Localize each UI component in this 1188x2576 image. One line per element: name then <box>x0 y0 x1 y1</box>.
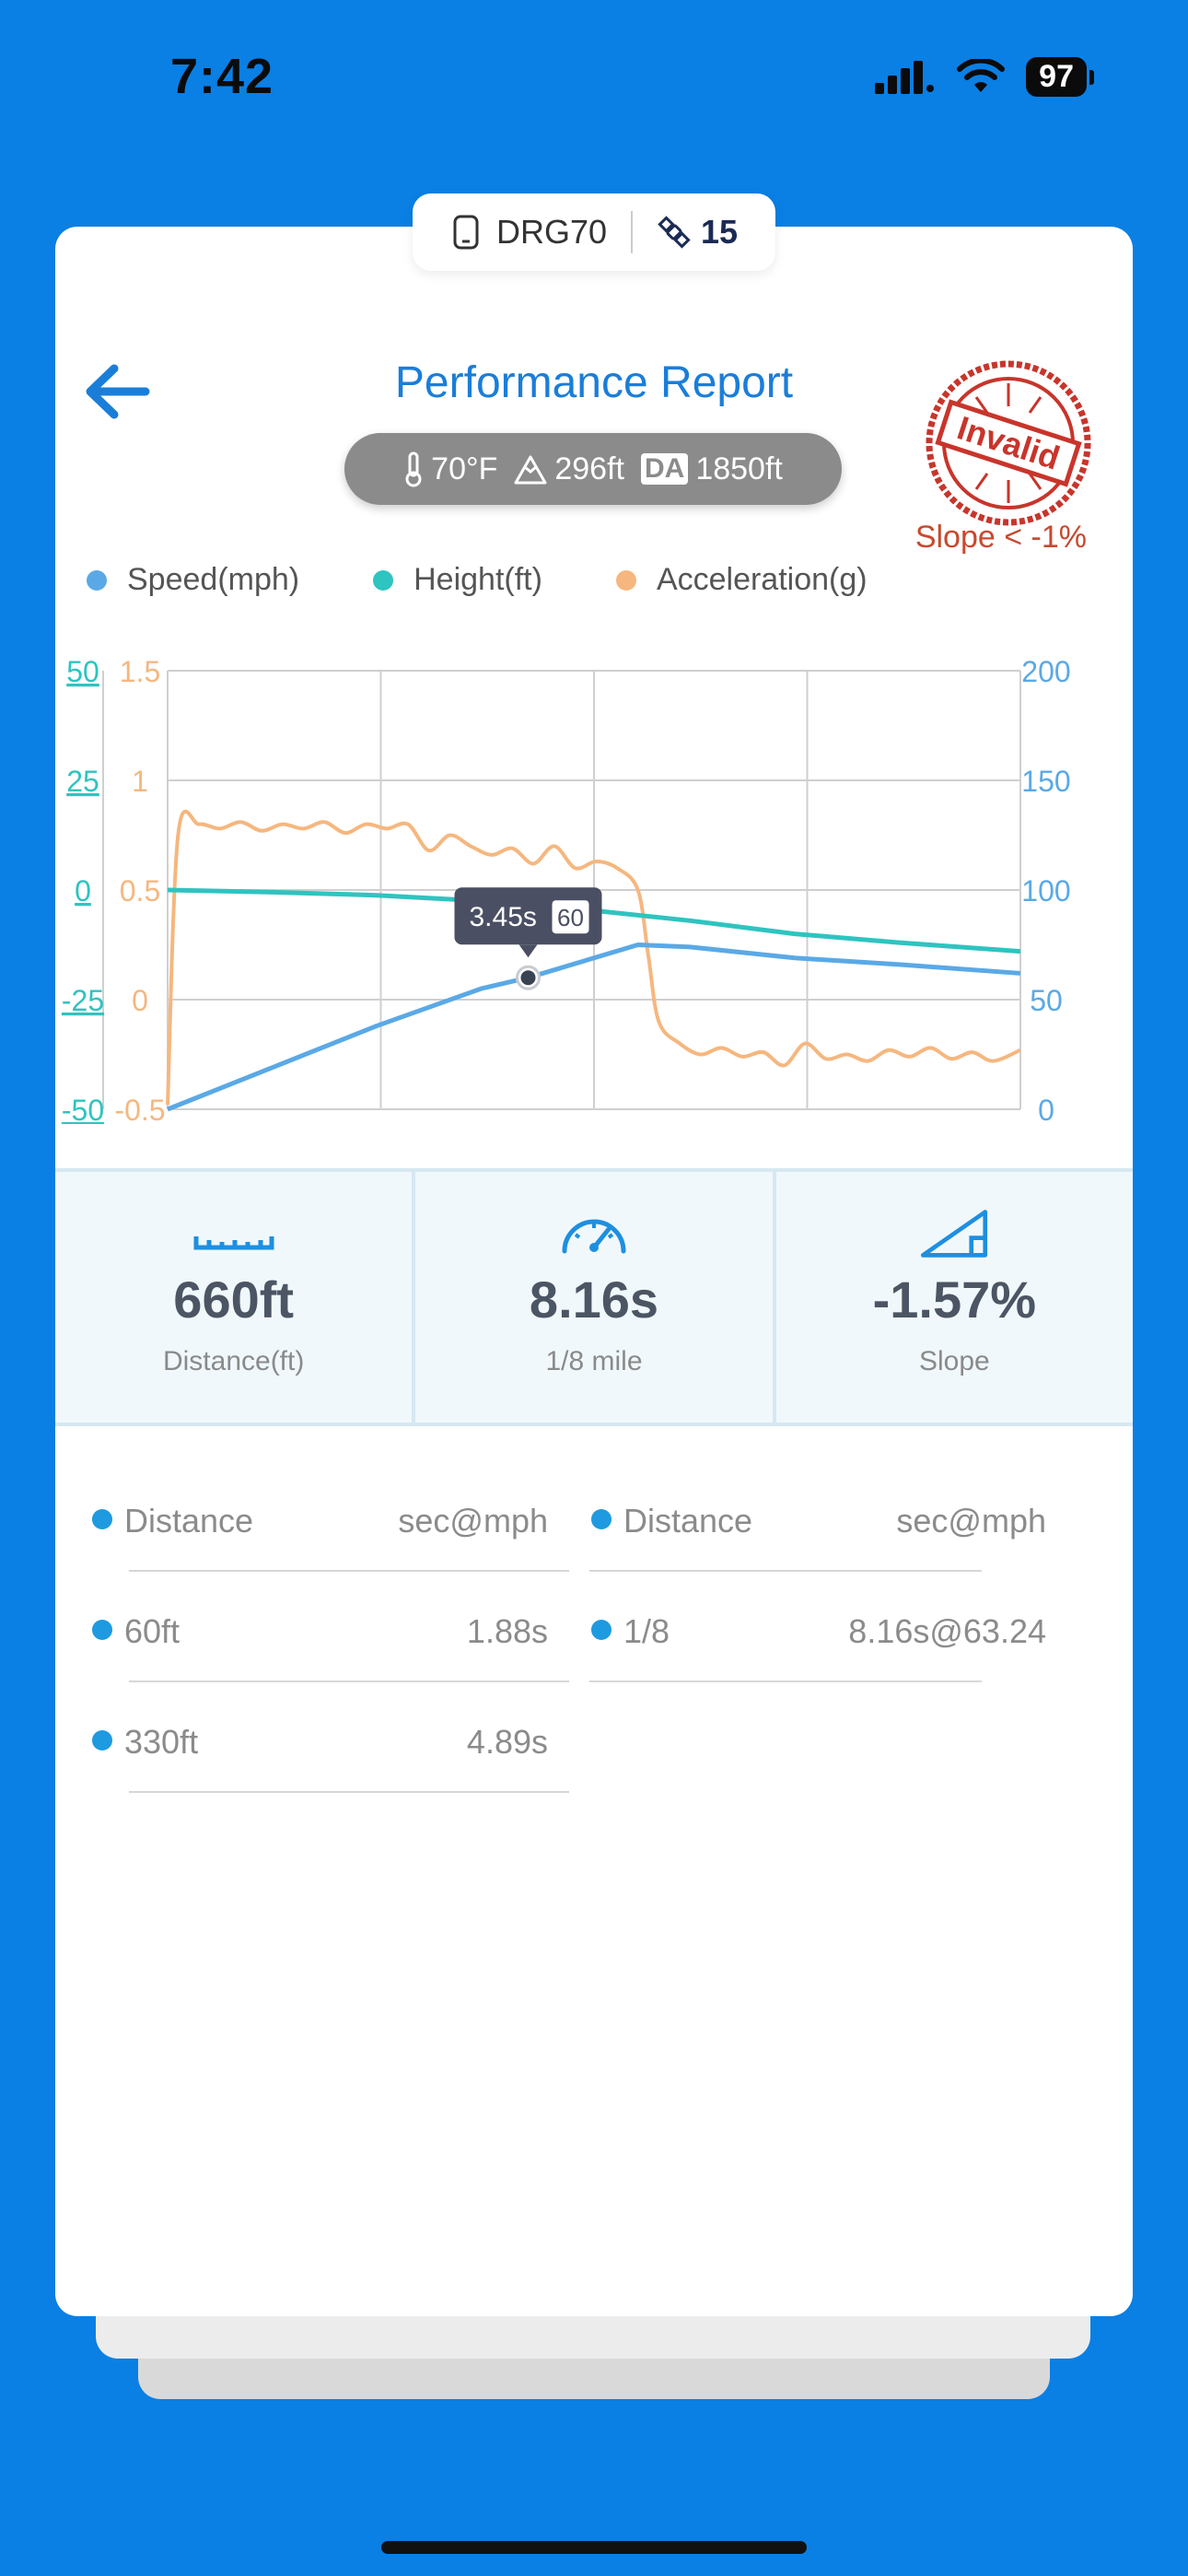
tooltip-speed-badge <box>552 900 589 934</box>
split-time: 8.16s@63.24 <box>848 1612 1046 1650</box>
split-distance: 60ft <box>124 1612 181 1650</box>
conditions-pill: 70°F 296ft DA 1850ft <box>344 433 842 505</box>
density-altitude-item: DA 1850ft <box>640 451 783 487</box>
stat-label: 1/8 mile <box>545 1346 643 1376</box>
stat-value: -1.57% <box>872 1270 1037 1329</box>
stat-time: 8.16s 1/8 mile <box>415 1172 776 1423</box>
stat-value: 8.16s <box>529 1270 659 1329</box>
speed-series-line <box>167 943 1021 1112</box>
temperature-item: 70°F <box>403 451 497 487</box>
speedometer-icon <box>562 1219 626 1254</box>
header-distance: Distance <box>623 1502 753 1540</box>
stat-slope: -1.57% Slope <box>776 1172 1133 1423</box>
chart-legend: Speed(mph) Height(ft) Acceleration(g) <box>87 562 868 598</box>
altitude-item: 296ft <box>514 451 624 487</box>
legend-label: Acceleration(g) <box>656 562 868 597</box>
header-distance: Distance <box>124 1502 254 1540</box>
acceleration-series-line <box>166 809 1021 1106</box>
density-altitude-value: 1850ft <box>695 451 783 486</box>
legend-dot <box>615 569 636 591</box>
legend-label: Height(ft) <box>413 562 542 597</box>
y-tick-speed: 100 <box>1021 874 1070 907</box>
stat-label: Slope <box>918 1346 990 1376</box>
divider <box>589 1570 982 1572</box>
legend-height[interactable]: Height(ft) <box>373 562 542 598</box>
invalid-stamp: Invalid <box>926 360 1091 526</box>
divider <box>631 211 633 253</box>
split-distance: 330ft <box>124 1723 199 1761</box>
slope-icon <box>921 1210 988 1258</box>
stat-distance: 660ft Distance(ft) <box>55 1172 416 1423</box>
tooltip-time: 3.45s <box>470 902 537 932</box>
y-tick-speed: 150 <box>1021 765 1070 798</box>
performance-chart[interactable]: 50 25 0 -25 -50 1.5 1 0.5 0 -0.5 200 150 100 50 0 3.45s… <box>55 626 1133 1124</box>
tooltip-pointer <box>518 944 538 958</box>
legend-dot <box>373 569 394 591</box>
legend-acceleration[interactable]: Acceleration(g) <box>615 562 868 598</box>
header-time: sec@mph <box>398 1502 548 1540</box>
y-tick-height: 50 <box>66 655 99 688</box>
y-tick-acceleration: 0 <box>132 984 148 1017</box>
device-name: DRG70 <box>495 213 607 251</box>
divider <box>589 1680 982 1682</box>
stat-label: Distance(ft) <box>162 1346 305 1376</box>
satellite-count: 15 <box>701 213 739 251</box>
bullet <box>92 1620 112 1640</box>
ruler-icon <box>193 1236 274 1250</box>
signal-icon <box>875 60 935 94</box>
y-tick-speed: 0 <box>1038 1094 1054 1124</box>
mountain-icon <box>514 455 547 485</box>
y-tick-speed: 200 <box>1021 655 1070 688</box>
divider <box>129 1570 569 1572</box>
tooltip-speed: 60 <box>557 904 584 931</box>
y-tick-acceleration: 1 <box>132 765 148 798</box>
phone-icon <box>453 215 479 250</box>
bullet <box>591 1620 611 1640</box>
y-tick-height: 0 <box>75 874 91 907</box>
split-time: 4.89s <box>466 1723 548 1761</box>
split-time: 1.88s <box>466 1612 548 1650</box>
legend-label: Speed(mph) <box>127 562 300 597</box>
home-indicator[interactable] <box>381 2541 807 2554</box>
page-title: Performance Report <box>394 358 794 407</box>
thermometer-icon <box>405 451 422 487</box>
back-arrow-icon[interactable] <box>81 359 155 424</box>
y-tick-height: 25 <box>66 765 99 798</box>
y-tick-acceleration: 1.5 <box>120 655 160 688</box>
battery-indicator: 97 <box>1026 57 1094 97</box>
split-distance: 1/8 <box>623 1612 670 1650</box>
divider <box>129 1791 569 1793</box>
stats-panel: 660ft Distance(ft) 8.16s 1/8 mile -1.57%… <box>55 1168 1133 1426</box>
status-icons: 97 <box>875 57 1094 97</box>
tooltip-point <box>520 970 536 986</box>
wifi-icon <box>957 58 1006 92</box>
bullet <box>92 1509 112 1529</box>
temperature-value: 70°F <box>431 451 498 486</box>
bullet <box>591 1509 611 1529</box>
legend-dot <box>87 569 107 591</box>
header-time: sec@mph <box>896 1502 1046 1540</box>
da-badge: DA <box>640 453 689 485</box>
bullet <box>92 1730 112 1751</box>
status-time: 7:42 <box>170 49 274 104</box>
divider <box>129 1680 569 1682</box>
y-tick-height: -25 <box>62 984 104 1017</box>
device-pill[interactable]: DRG70 15 <box>413 193 775 271</box>
stat-value: 660ft <box>173 1270 295 1329</box>
y-tick-speed: 50 <box>1030 984 1063 1017</box>
satellite-icon <box>658 216 691 249</box>
slope-warning: Slope < -1% <box>914 520 1087 555</box>
y-tick-acceleration: -0.5 <box>114 1094 165 1124</box>
altitude-value: 296ft <box>554 451 624 486</box>
y-tick-acceleration: 0.5 <box>120 874 160 907</box>
y-tick-height: -50 <box>62 1094 104 1124</box>
legend-speed[interactable]: Speed(mph) <box>87 562 299 598</box>
